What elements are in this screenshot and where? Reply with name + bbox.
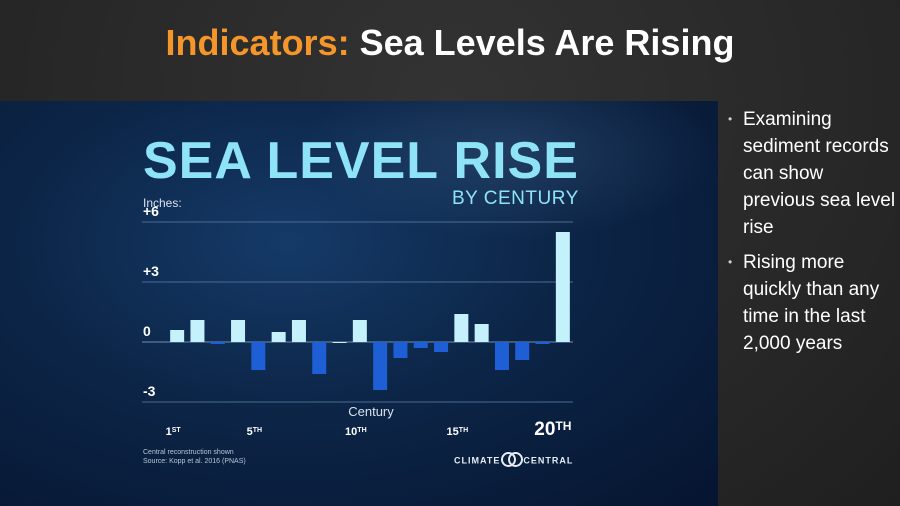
source-line-2: Source: Kopp et al. 2016 (PNAS) [143,458,246,465]
y-tick-label: +3 [143,263,159,279]
logo-text-right: CENTRAL [523,455,574,466]
x-tick-label: 15TH [447,426,469,438]
slide-title: Indicators: Sea Levels Are Rising [0,22,900,64]
bullet-item: Examining sediment records can show prev… [726,106,896,241]
bar-15th [454,314,469,342]
y-axis-label: Inches: [143,196,182,210]
x-tick-label: 10TH [345,426,367,438]
y-tick-label: -3 [143,383,156,399]
climate-central-logo: CLIMATE CENTRAL [454,452,574,467]
slide-title-main: Sea Levels Are Rising [359,22,735,63]
bar-4th [231,320,246,342]
bar-20th [555,232,570,342]
bar-14th [434,342,449,352]
bar-6th [271,332,286,342]
y-tick-label: +6 [143,203,159,219]
bar-9th [332,342,347,343]
chart-panel [0,101,718,506]
x-tick-label: 5TH [247,426,262,438]
chart-gridlines [142,221,573,403]
bar-17th [494,342,509,370]
bullet-item: Rising more quickly than any time in the… [726,249,896,357]
chart-tick-labels: +6 +3 0 -3 Century 1ST 5TH 10TH 15TH 20TH [143,203,571,440]
bar-8th [312,342,327,374]
bar-16th [474,324,489,342]
bar-5th [251,342,266,370]
chart-bars [170,232,570,390]
bar-19th [535,342,550,344]
logo-text-left: CLIMATE [454,455,501,466]
bar-11th [373,342,388,390]
bar-13th [413,342,428,348]
chart-title: SEA LEVEL RISE [143,132,579,190]
source-line-1: Central reconstruction shown [143,449,234,456]
bullet-list: Examining sediment records can show prev… [726,106,896,365]
bar-1st [170,330,185,342]
bar-7th [291,320,306,342]
x-tick-label: 20TH [534,419,571,440]
x-axis-label: Century [348,404,394,419]
bar-10th [352,320,367,342]
slide-title-accent: Indicators: [165,22,350,63]
chart-subtitle: BY CENTURY [452,188,579,209]
chart-source: Central reconstruction shown Source: Kop… [143,448,246,466]
bar-3rd [210,342,225,344]
y-tick-label: 0 [143,323,151,339]
bar-2nd [190,320,205,342]
x-tick-label: 1ST [166,426,182,438]
bar-12th [393,342,408,358]
logo-ring-icon [507,452,523,467]
bar-18th [515,342,530,360]
